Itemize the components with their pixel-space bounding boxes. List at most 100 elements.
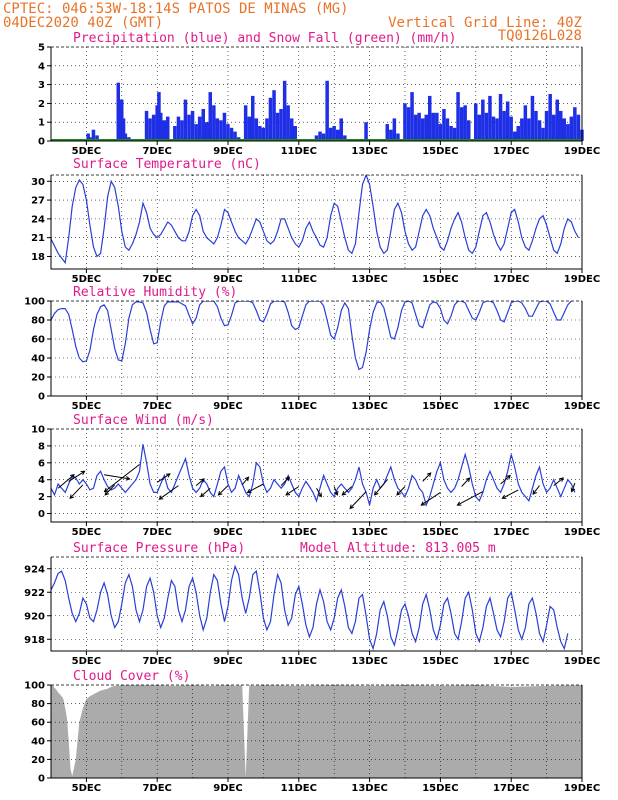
precip-bar	[481, 99, 485, 141]
precip-bar	[332, 126, 336, 141]
precip-bar	[121, 118, 126, 141]
wind-series-line	[51, 444, 576, 507]
pressure-xtick-label: 15DEC	[422, 656, 458, 667]
precip-bar	[474, 103, 478, 141]
temperature-xtick-label: 11DEC	[281, 274, 317, 285]
precip-ytick-label: 2	[38, 99, 45, 110]
precip-bar	[544, 110, 549, 141]
wind-vector	[500, 475, 511, 485]
wind-vector	[241, 476, 249, 486]
precip-bar	[389, 129, 393, 141]
humidity-series-line	[51, 301, 572, 371]
wind-vector	[104, 464, 140, 492]
precip-bar	[215, 118, 220, 141]
wind-ytick-label: 4	[38, 475, 45, 486]
precip-bar	[212, 105, 216, 141]
precip-bar	[424, 114, 428, 141]
precip-bar	[151, 114, 156, 141]
header-run-date: 04DEC2020 40Z (GMT)	[3, 15, 163, 31]
temperature-panel: 18 21 24 27 30 5DEC 7DEC 9DEC 11DEC 13DEC 15DEC 17D…	[31, 174, 600, 285]
precip-bar	[559, 110, 563, 141]
precip-frame	[50, 47, 583, 142]
precip-bar	[144, 110, 149, 141]
pressure-xtick-label: 19DEC	[564, 656, 600, 667]
wind-vector	[159, 485, 179, 500]
precip-bar	[520, 118, 524, 141]
wind-vector	[68, 470, 85, 482]
precip-bar	[562, 118, 566, 141]
wind-vector-head	[456, 501, 462, 506]
pressure-xtick-label: 5DEC	[72, 656, 101, 667]
precip-bar	[91, 129, 96, 141]
precip-ytick-label: 0	[38, 137, 45, 148]
precip-ytick-label: 5	[38, 43, 45, 54]
wind-vector	[218, 485, 229, 496]
pressure-ytick-label: 920	[24, 611, 45, 622]
precip-bar	[456, 92, 460, 141]
precip-xtick-label: 17DEC	[493, 146, 529, 157]
precip-bar	[551, 114, 556, 141]
temperature-xtick-label: 5DEC	[72, 274, 101, 285]
precip-bar	[576, 114, 581, 141]
precip-bar	[498, 94, 503, 141]
wind-vector-head	[570, 487, 576, 493]
precip-bar	[467, 120, 471, 141]
wind-vector-head	[125, 476, 131, 481]
precip-bar	[509, 116, 513, 141]
humidity-ytick-label: 20	[31, 373, 45, 384]
precip-bar	[314, 135, 319, 141]
precip-bar	[325, 80, 329, 141]
pressure-xtick-label: 11DEC	[281, 656, 317, 667]
precip-bar	[190, 110, 195, 141]
wind-vector-head	[80, 470, 86, 476]
precip-bar	[442, 109, 446, 141]
wind-vector	[502, 489, 519, 499]
precip-bar	[197, 116, 202, 141]
pressure-xtick-label: 13DEC	[351, 656, 387, 667]
cloud-xtick-label: 19DEC	[564, 783, 600, 794]
precip-bar	[413, 114, 418, 141]
wind-vector	[195, 478, 205, 486]
precip-bar	[403, 103, 407, 141]
precip-bar	[123, 133, 128, 141]
precip-bar	[328, 127, 333, 141]
precip-bar	[385, 124, 389, 141]
precip-bar	[321, 133, 326, 141]
humidity-ytick-label: 100	[24, 297, 45, 308]
wind-vector-head	[501, 494, 507, 499]
precip-bar	[495, 118, 499, 141]
pressure-ytick-label: 922	[24, 588, 45, 599]
humidity-ytick-label: 80	[31, 316, 45, 327]
precip-bar	[159, 112, 163, 141]
precip-bar	[166, 116, 170, 141]
wind-vector	[341, 486, 353, 496]
wind-xtick-label: 15DEC	[422, 527, 458, 538]
precip-bar	[194, 124, 198, 141]
pressure-panel: 918 920 922 924 5DEC 7DEC 9DEC 11DEC 13DEC 15DEC 1…	[24, 556, 600, 667]
precip-bar	[95, 135, 99, 141]
wind-vector	[316, 487, 322, 497]
precip-bar	[148, 118, 152, 141]
cloud-ytick-label: 80	[31, 699, 45, 710]
wind-vector-head	[158, 495, 164, 500]
temperature-ytick-label: 18	[31, 252, 45, 263]
wind-vector	[200, 487, 211, 497]
precip-bar	[208, 92, 212, 141]
precip-bar	[548, 94, 552, 141]
precip-xtick-label: 9DEC	[213, 146, 242, 157]
precip-bar	[463, 105, 467, 141]
wind-vector-head	[103, 487, 109, 493]
wind-ytick-label: 0	[38, 509, 45, 520]
cloud-panel-title: Cloud Cover (%)	[73, 669, 190, 684]
precip-bar	[449, 126, 453, 141]
cloud-xtick-label: 15DEC	[422, 783, 458, 794]
wind-vector	[280, 476, 290, 486]
pressure-ytick-label: 918	[24, 635, 45, 646]
temperature-panel-title: Surface Temperature (nC)	[73, 157, 261, 172]
plot-panels: 0 1 2 3 4 5 5DEC 7DEC 9DEC 11DEC 13DEC 15DEC 17DEC 19…	[24, 43, 600, 795]
wind-vector-head	[420, 501, 426, 506]
wind-vector-head	[341, 491, 347, 496]
wind-vector	[333, 486, 338, 496]
temperature-frame	[50, 175, 583, 270]
